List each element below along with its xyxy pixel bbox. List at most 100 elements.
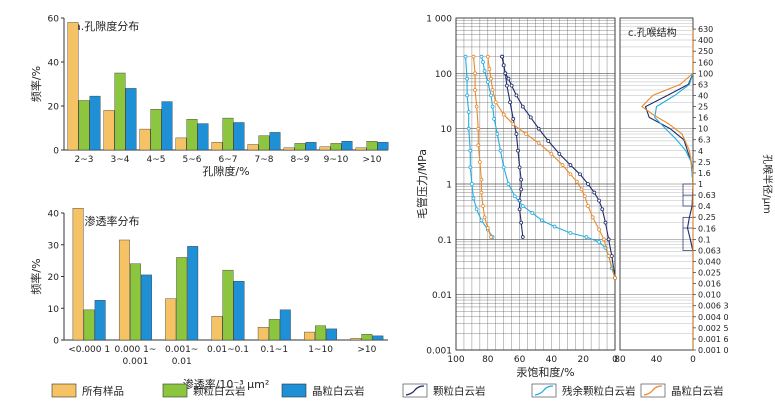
bar-crystal (326, 328, 338, 341)
curve-point (514, 132, 519, 136)
curve-point (524, 132, 528, 136)
x-tick-label: 1~10 (308, 345, 333, 355)
y-tick-label: 20 (48, 273, 60, 283)
y2-tick-label: 6.3 (698, 136, 711, 145)
bar-crystal (372, 335, 384, 341)
curve-point (568, 231, 573, 235)
curve-point (539, 218, 544, 223)
y-axis-label: 毛管压力/MPa (415, 149, 429, 219)
bar-all (211, 142, 223, 151)
curve-point (597, 198, 601, 203)
bar-granular (186, 118, 198, 151)
x-tick-label: 6~7 (219, 155, 238, 165)
dist-curve-curve_residual (654, 29, 694, 350)
curve-point (586, 182, 590, 186)
x-tick-label: 0.01~0.1 (207, 345, 249, 355)
bar-granular (78, 100, 90, 151)
x-tick-label: 2~3 (75, 155, 94, 165)
curve-point (516, 148, 520, 153)
y-tick-label: 10 (48, 305, 60, 315)
x-tick-label: 80 (482, 355, 494, 365)
y2-tick-label: 160 (698, 58, 713, 67)
bar-crystal (140, 274, 152, 341)
curve-point (479, 218, 484, 223)
curve-point (520, 235, 525, 239)
curve-point (474, 207, 479, 212)
curve-point (474, 104, 479, 109)
bar-all (283, 147, 295, 151)
curve-point (482, 69, 487, 73)
curve-point (487, 67, 492, 71)
x-axis-label: 汞饱和度/% (516, 365, 574, 379)
bar-all (247, 144, 259, 151)
bar-all (304, 331, 316, 341)
y-tick-label: 0 (53, 147, 59, 157)
bar-granular (222, 269, 234, 341)
bar-granular (150, 109, 162, 151)
bar-all (211, 315, 223, 341)
bar-crystal (187, 246, 199, 341)
y-tick-label: 0.001 (426, 347, 452, 357)
curve-point (503, 71, 508, 76)
x-tick-label: 8~9 (291, 155, 310, 165)
bar-crystal (279, 309, 291, 341)
x-tick-label: 0.01 (172, 357, 192, 367)
curve-point (508, 100, 512, 105)
curve-point (582, 194, 587, 199)
curve-point (519, 187, 524, 192)
y-axis-label: 频率/% (29, 66, 43, 102)
x-axis-label: 孔隙度/% (202, 164, 249, 178)
y2-tick-label: 10 (698, 125, 708, 134)
bar-granular (83, 309, 95, 341)
curve-point (500, 54, 505, 59)
legend-label: 所有样品 (82, 385, 124, 398)
y-tick-label: 10 (441, 125, 453, 135)
x-tick-label: 5~6 (183, 155, 202, 165)
curve-point (509, 83, 514, 88)
bar-all (319, 146, 331, 151)
bar-crystal (341, 140, 353, 151)
x-tick-label: >10 (363, 155, 382, 165)
dist-curve-curve_granular (644, 29, 694, 350)
y2-tick-label: 4 (698, 147, 703, 156)
x-tick-label: 0.1~1 (260, 345, 288, 355)
bar-granular (294, 143, 306, 151)
curve-point (498, 148, 503, 153)
curve-point (597, 239, 601, 244)
curve-point (466, 110, 471, 114)
y2-tick-label: 16 (698, 114, 708, 123)
bar-granular (114, 72, 126, 151)
curve-point (613, 276, 617, 280)
bar-all (118, 239, 130, 341)
curve-point (493, 100, 498, 105)
curve-point (609, 254, 614, 258)
bar-granular (268, 319, 280, 341)
y2-tick-label: 1 (698, 180, 703, 189)
curve-point (511, 117, 516, 121)
curve-point (601, 237, 606, 242)
curve-point (519, 220, 524, 225)
curve-point (536, 141, 541, 145)
curve-point (517, 165, 522, 170)
curve-point (514, 93, 519, 98)
y-tick-label: 1 (446, 181, 452, 191)
curve-point (489, 235, 493, 239)
y-tick-label: 0.01 (432, 291, 452, 301)
legend-label: 残余颗粒白云岩 (562, 385, 636, 398)
curve-point (485, 54, 490, 59)
curve-point (606, 237, 611, 242)
curve-point (517, 207, 522, 212)
bar-all (72, 208, 84, 341)
curve-point (481, 204, 485, 208)
y2-tick-label: 400 (698, 36, 713, 45)
curve-point (471, 196, 476, 201)
y-tick-label: 40 (48, 210, 60, 220)
x-tick-label: 3~4 (111, 155, 130, 165)
legend-label: 颗粒白云岩 (193, 385, 246, 398)
y-tick-label: 0.1 (438, 236, 452, 246)
y2-tick-label: 63 (698, 80, 708, 89)
y2-tick-label: 25 (698, 103, 708, 112)
bar-granular (330, 143, 342, 151)
